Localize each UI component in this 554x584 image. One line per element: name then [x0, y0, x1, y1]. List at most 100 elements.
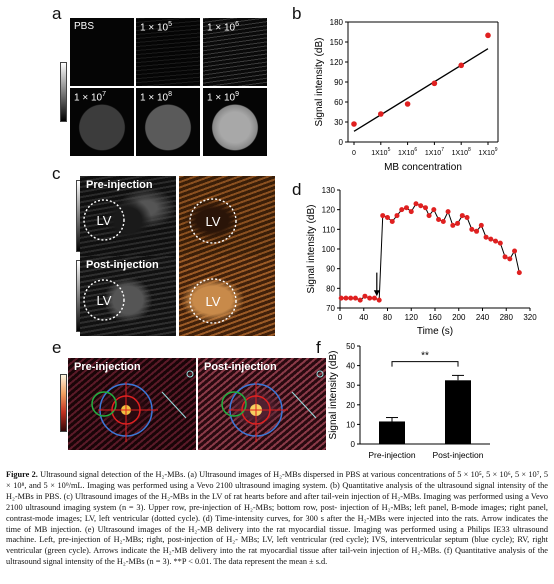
- d-x-tick-label: 40: [359, 313, 368, 322]
- d-x-tick-label: 80: [383, 313, 392, 322]
- d-x-tick-label: 120: [405, 313, 419, 322]
- d-data-point: [426, 213, 432, 219]
- c-lv-circle-1: [83, 199, 125, 241]
- f-significance-marker: **: [421, 351, 429, 362]
- d-data-point: [338, 295, 344, 301]
- d-data-point: [399, 207, 405, 213]
- caption-line: ultrasound signal intensity of the H₂-MB…: [6, 480, 548, 501]
- f-y-tick-label: 20: [346, 401, 355, 410]
- caption-line: rat myocardial tissue. Imaging was perfo…: [6, 524, 548, 545]
- b-x-tick-exp: 5: [388, 147, 391, 153]
- b-data-point: [351, 121, 357, 127]
- panel-d-letter: d: [292, 180, 302, 199]
- a-concentration-label: 1 × 108: [140, 91, 172, 104]
- b-y-tick-label: 60: [334, 98, 343, 107]
- a-concentration-exponent: 8: [168, 91, 172, 98]
- d-data-point: [404, 205, 409, 211]
- b-x-tick-exp: 9: [495, 147, 498, 153]
- d-data-point: [464, 215, 470, 221]
- a-concentration-label: 1 × 109: [207, 91, 239, 104]
- d-data-point: [348, 295, 354, 301]
- c-lv-label-4: LV: [206, 294, 221, 309]
- b-x-tick-label: 1X109: [478, 147, 497, 157]
- e-rv-circle-pre: [91, 391, 117, 417]
- f-bar: [445, 380, 471, 444]
- d-x-tick-label: 200: [452, 313, 466, 322]
- b-data-point: [458, 62, 464, 69]
- a-ultrasound-image: PBS: [70, 18, 134, 86]
- b-x-tick-label: 1X105: [371, 147, 390, 157]
- d-x-tick-label: 240: [476, 313, 490, 322]
- f-category-label: Post-injection: [432, 450, 483, 460]
- panel-f-letter: f: [316, 338, 321, 357]
- d-data-point: [357, 297, 363, 303]
- c-lv-label-2: LV: [206, 214, 221, 229]
- d-data-point: [459, 213, 465, 219]
- d-y-tick-label: 90: [326, 265, 335, 274]
- chart-f-bar-signal: 0 10 20 30 40 50 Pre-injection Post-injection **…: [328, 342, 490, 460]
- c-lv-overlays: LV LV LV LV: [83, 198, 237, 324]
- d-data-point: [367, 295, 373, 301]
- e-post-injection-label: Post-injection: [204, 361, 277, 373]
- d-data-point: [423, 205, 428, 211]
- d-data-point: [483, 234, 489, 240]
- c-bmode-pre: Pre-injection: [80, 176, 176, 256]
- panel-a-grayscale-bar: [60, 62, 67, 122]
- d-x-axis-label: Time (s): [417, 326, 453, 337]
- caption-line: H₂-MBs. Imaging was performed using a Ve…: [6, 491, 548, 512]
- d-data-point: [408, 209, 414, 215]
- d-data-point: [376, 297, 382, 303]
- d-data-point: [512, 248, 518, 254]
- f-category-label: Pre-injection: [368, 450, 416, 460]
- b-y-axis-label: Signal intensity (dB): [314, 38, 325, 127]
- b-y-tick-label: 180: [330, 18, 344, 27]
- caption-line: = 3). **P < 0.01. The data represent the…: [155, 557, 328, 567]
- b-fit-line: [353, 48, 489, 132]
- f-y-tick-label: 30: [346, 381, 355, 390]
- a-concentration-label: 1 × 106: [207, 21, 239, 34]
- d-x-tick-label: 320: [523, 313, 537, 322]
- b-y-tick-label: 0: [339, 138, 344, 147]
- panel-c-letter: c: [52, 164, 61, 183]
- d-data-point: [431, 207, 437, 213]
- f-y-tick-label: 0: [351, 440, 356, 449]
- c-lv-circle-3: [83, 279, 125, 321]
- caption-line: MBs; LV, left ventricular (red cycle); I…: [6, 535, 548, 556]
- a-ultrasound-image: 1 × 107: [70, 88, 134, 156]
- a-concentration-exponent: 6: [235, 21, 239, 28]
- d-data-point: [385, 215, 390, 221]
- d-y-axis-label: Signal intensity (dB): [306, 205, 317, 294]
- d-injection-arrowhead: [373, 290, 380, 297]
- a-concentration-label: 1 × 107: [74, 91, 106, 104]
- d-data-point: [371, 295, 377, 301]
- d-data-point: [445, 209, 451, 215]
- b-x-axis-label: MB concentration: [384, 162, 462, 173]
- a-ultrasound-image: 1 × 108: [136, 88, 200, 156]
- b-x-tick-label: 1X108: [452, 147, 471, 157]
- f-y-tick-label: 50: [346, 342, 355, 351]
- caption-line: Ultrasound signal detection of the H₂-MB…: [37, 470, 500, 479]
- d-data-point: [394, 213, 400, 219]
- d-y-tick-label: 110: [322, 225, 335, 234]
- a-concentration-label: 1 × 105: [140, 21, 172, 34]
- d-data-point: [469, 226, 475, 232]
- c-lv-circle-2: [189, 198, 237, 244]
- panel-b-letter: b: [292, 4, 302, 23]
- e-pre-injection-label: Pre-injection: [74, 361, 141, 373]
- d-x-tick-label: 160: [428, 313, 442, 322]
- d-data-point: [380, 213, 386, 219]
- e-probe-line-pre: [161, 391, 187, 419]
- c-post-injection-label: Post-injection: [86, 259, 159, 271]
- d-y-tick-label: 130: [322, 186, 336, 195]
- d-data-point: [493, 238, 499, 244]
- e-rv-circle-post: [221, 391, 247, 417]
- caption-line: 300 s after the H₂-MBs were injected int…: [6, 513, 548, 534]
- c-bmode-post: Post-injection: [80, 256, 176, 336]
- d-y-tick-label: 120: [322, 206, 336, 215]
- d-y-tick-label: 70: [326, 304, 335, 313]
- d-data-point: [413, 201, 419, 207]
- e-marker-post: [316, 370, 324, 378]
- a-concentration-exponent: 7: [102, 91, 106, 98]
- d-data-point: [352, 295, 358, 301]
- chart-d-time-intensity: 70 80 90 100 110 120 130 0 40 80 120 160 200 240 280 32…: [306, 186, 537, 337]
